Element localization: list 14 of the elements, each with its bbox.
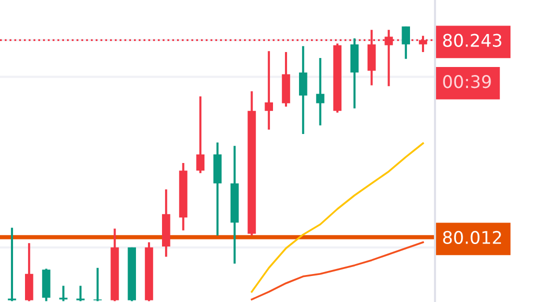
candlestick: [316, 56, 324, 126]
candlestick: [94, 266, 102, 302]
candlestick: [402, 25, 410, 60]
candlestick: [59, 284, 68, 302]
line-series: [250, 142, 424, 293]
candlestick: [8, 226, 16, 302]
y-tick-label: 80.243: [443, 34, 502, 47]
line-series: [250, 241, 424, 300]
y-tick-label: 80.012: [443, 230, 501, 244]
text: 00:39: [443, 75, 491, 88]
candlestick: [196, 95, 204, 174]
candlestick: [76, 284, 85, 302]
candlestick: [264, 50, 273, 131]
candlestick: [299, 45, 308, 135]
